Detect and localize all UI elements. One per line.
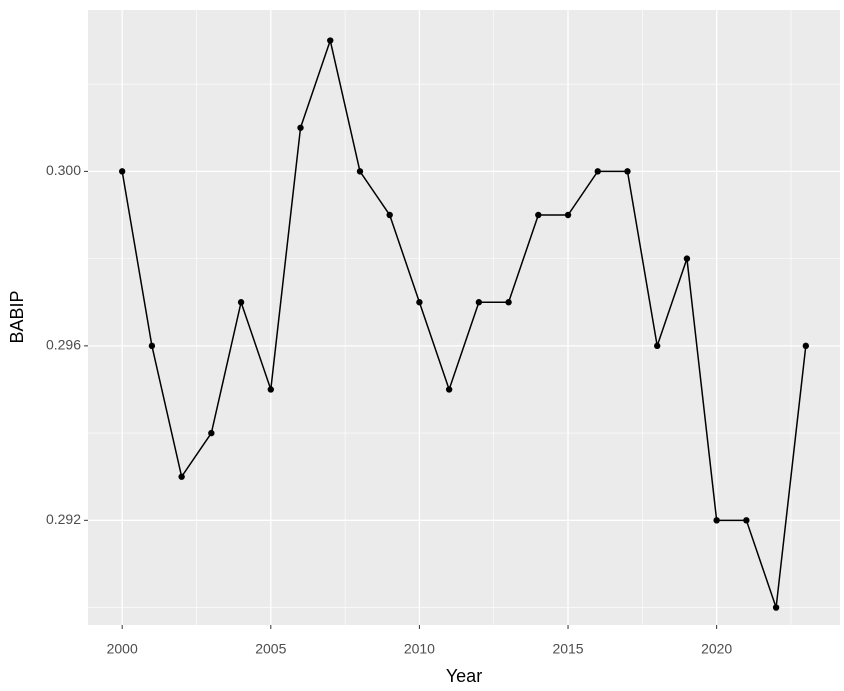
point [178, 473, 185, 480]
point [386, 211, 393, 219]
panel [88, 10, 840, 625]
point [237, 299, 245, 306]
point [445, 386, 453, 393]
x-tick-label: 2000 [107, 641, 138, 657]
point [416, 299, 423, 306]
y-axis-title: BABIP [7, 290, 27, 343]
point [148, 342, 156, 350]
y-tick-label: 0.292 [46, 511, 81, 527]
point [624, 168, 631, 175]
point [118, 168, 126, 175]
x-tick-label: 2020 [701, 641, 732, 657]
line [121, 37, 807, 608]
point [772, 604, 780, 611]
point [683, 255, 691, 262]
x-axis-title: Year [446, 666, 482, 686]
point [208, 429, 215, 437]
point [654, 342, 661, 350]
y-tick-label: 0.296 [46, 337, 81, 353]
x-tick-label: 2015 [552, 641, 583, 657]
x-tick-label: 2005 [255, 641, 286, 657]
point [327, 37, 334, 44]
point [356, 168, 364, 175]
point [713, 517, 720, 524]
point [505, 299, 512, 306]
point [535, 211, 542, 219]
point [267, 386, 274, 393]
y-tick-label: 0.300 [46, 162, 81, 178]
point [743, 517, 750, 524]
marks [118, 37, 810, 611]
point [594, 168, 601, 175]
point [475, 299, 483, 306]
x-tick-label: 2010 [404, 641, 435, 657]
point [297, 124, 304, 131]
point [802, 342, 810, 350]
point [564, 211, 572, 219]
